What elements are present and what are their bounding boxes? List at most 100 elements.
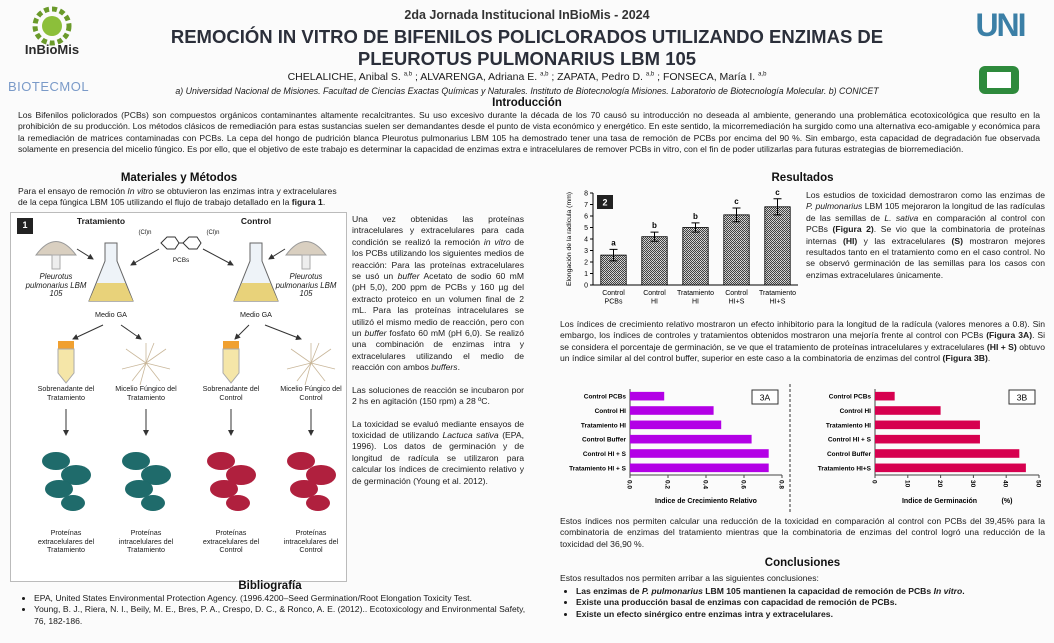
text-run: Lactuca sativa <box>442 429 499 440</box>
x-tick-label: 0.0 <box>626 480 633 489</box>
panel-label: 3A <box>760 393 771 403</box>
y-tick-label: Tratamiento HI+S <box>818 465 872 472</box>
panel-label: 2 <box>602 198 607 208</box>
y-tick-label: 2 <box>584 260 588 267</box>
text-run: . <box>322 197 326 208</box>
reference: Young, B. J., Riera, N. I., Beily, M. E.… <box>34 604 534 627</box>
text-run: ; ALVARENGA, Adriana E. <box>412 71 541 83</box>
x-tick-label: 0 <box>871 480 878 484</box>
bar <box>630 406 714 415</box>
paragraph: Una vez obtenidas las proteínas intracel… <box>352 214 524 374</box>
text-run: en comparación al control con PCBs <box>806 212 1045 235</box>
y-tick-label: 0 <box>584 283 588 290</box>
text-run: P. pulmonarius <box>641 586 703 596</box>
y-tick-label: Tratamiento HI <box>826 422 871 429</box>
compound-label: PCBs <box>172 257 190 264</box>
text-run: buffer <box>397 271 420 282</box>
bar <box>630 391 665 401</box>
organism-label: Pleurotus pulmonarius LBM 105 <box>25 272 87 299</box>
bar <box>630 449 769 458</box>
bar <box>630 463 769 473</box>
figure-2: 0 1 2 3 4 5 6 7 8 Elongación de la radícula (mm) 2… <box>566 188 798 306</box>
x-tick-label: 10 <box>903 480 910 488</box>
text-run: figura 1 <box>291 197 323 208</box>
bar <box>764 206 791 286</box>
substituent: (Cl)n <box>206 230 220 236</box>
x-tick-label: Control HI <box>643 290 666 306</box>
paragraph: Las soluciones de reacción se incubaron … <box>352 385 524 408</box>
text-run: L. sativa <box>884 212 919 223</box>
organism-label: Pleurotus pulmonarius LBM 105 <box>275 272 337 299</box>
bar <box>875 463 1026 473</box>
text-run: Existe una producción basal de enzimas c… <box>576 597 897 608</box>
text-run: Una vez obtenidas las proteínas intracel… <box>352 214 524 247</box>
text-run: se obtuvieron las enzimas intra y extrac… <box>18 186 337 208</box>
y-tick-label: 7 <box>584 202 588 209</box>
section-heading: Bibliografía <box>238 580 302 592</box>
y-tick-label: Control HI + S <box>583 451 627 458</box>
bar <box>630 420 722 430</box>
fraction-label: Micelio Fúngico del Tratamiento <box>115 384 177 402</box>
paragraph: La toxicidad se evaluó mediante ensayos … <box>352 419 524 487</box>
bar <box>875 420 980 430</box>
text-run: (HI + S) <box>986 341 1017 352</box>
fraction-label: Sobrenadante del Control <box>202 384 260 402</box>
text-run: . Se vio que la combinatoria de proteína… <box>806 224 1045 246</box>
y-tick-label: Control HI <box>840 408 872 415</box>
text-run: (HI) <box>842 235 858 246</box>
conclusion: Las enzimas de P. pulmonarius LBM 105 ma… <box>576 586 1054 597</box>
text-run: a,b <box>758 71 767 78</box>
x-tick-label: 0.8 <box>778 480 785 489</box>
y-tick-label: 6 <box>584 214 588 221</box>
text-run: Para el ensayo de remoción <box>18 186 128 196</box>
text-run: In vitro <box>127 186 154 196</box>
intro-text: Los Bifenilos policlorados (PCBs) son co… <box>18 110 1040 156</box>
significance-label: c <box>775 188 780 197</box>
text-run: ; FONSECA, María I. <box>654 71 759 83</box>
gear-core <box>42 16 62 36</box>
figure-1-drawing <box>17 218 336 511</box>
x-tick-label: 0.6 <box>740 480 747 489</box>
error-bar <box>609 248 618 262</box>
text-run: P. pulmonarius <box>806 201 863 212</box>
y-tick-label: 1 <box>584 271 588 278</box>
x-tick-label: Tratamiento HI <box>677 290 714 306</box>
x-tick-label: Control PCBs <box>602 290 625 306</box>
text-run: a,b <box>540 71 549 78</box>
y-tick-label: 4 <box>584 237 588 244</box>
text-run: y las extracelulares <box>857 235 952 246</box>
text-run: a,b <box>645 71 655 78</box>
x-axis-unit: (%) <box>1002 498 1013 505</box>
logo-shape: UNI <box>975 7 1024 43</box>
protein-label: Proteínas intracelulares del Tratamiento <box>118 528 174 555</box>
protein-label: Proteínas extracelulares del Tratamiento <box>37 528 95 555</box>
section-heading: Materiales y Métodos <box>120 172 238 184</box>
y-tick-label: Control PCBs <box>829 394 872 401</box>
section-heading: Resultados <box>771 172 834 184</box>
text-run: LBM 105 mantienen la capacidad de remoci… <box>702 586 934 596</box>
column-label: Tratamiento <box>76 216 126 226</box>
figure-3a: 0.0 0.2 0.4 0.6 0.8 Indice de Crecimiento Rel… <box>569 389 785 505</box>
bar <box>875 434 980 444</box>
error-bar <box>691 222 700 233</box>
fraction-label: Sobrenadante del Tratamiento <box>37 384 95 402</box>
section-heading: Introducción <box>492 97 562 109</box>
bar <box>875 406 941 415</box>
protein-label: Proteínas extracelulares del Control <box>202 528 260 555</box>
flask <box>88 242 279 302</box>
text-run: (S) <box>951 235 963 246</box>
text-run: mostraron mejores resultados tanto en el… <box>806 235 1045 280</box>
text-run: Los índices de crecimiento relativo most… <box>560 319 1045 341</box>
text-run: (Figura 3B) <box>942 353 988 364</box>
text-run: (EPA, 1996). Los datos de germinación y … <box>352 429 525 486</box>
text-run: Estos índices nos permiten calcular una … <box>560 516 1045 549</box>
x-tick-label: 40 <box>1002 480 1009 488</box>
text-run: . <box>987 353 991 364</box>
bar <box>682 227 709 286</box>
bar <box>641 236 668 286</box>
text-run: Los estudios de toxicidad demostraron co… <box>806 190 1045 200</box>
event: 2da Jornada Institucional InBioMis - 202… <box>404 8 650 22</box>
y-tick-label: Control HI + S <box>828 437 872 444</box>
significance-label: a <box>611 238 616 247</box>
figure-3b: 0 10 20 30 40 50 Indice de Germinación (%) Contr… <box>818 389 1042 505</box>
